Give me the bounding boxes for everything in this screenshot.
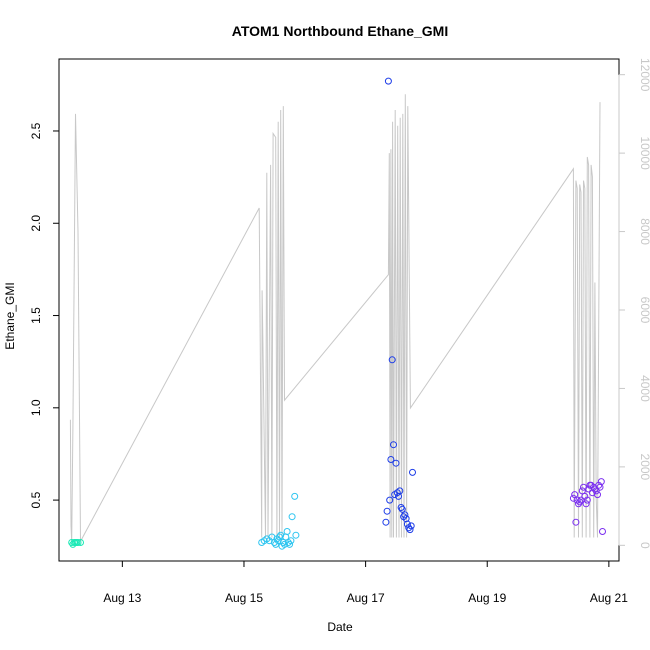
data-point xyxy=(582,500,590,508)
data-point xyxy=(286,540,294,548)
y-tick-label: 1.0 xyxy=(29,399,43,416)
data-point xyxy=(77,539,84,546)
data-point xyxy=(387,456,395,463)
data-point xyxy=(396,487,404,495)
data-point xyxy=(569,494,577,502)
data-point xyxy=(409,468,416,476)
data-point xyxy=(279,539,287,546)
x-axis: Aug 13 Aug 15 Aug 17 Aug 19 Aug 21 xyxy=(103,560,628,605)
data-points-layer xyxy=(68,77,606,550)
data-point xyxy=(386,496,394,504)
data-point xyxy=(403,520,411,528)
x-tick-label: Aug 21 xyxy=(590,591,628,605)
y2-tick-label: 10000 xyxy=(638,136,650,170)
data-point xyxy=(383,507,391,515)
x-tick-label: Aug 19 xyxy=(468,591,506,605)
y-tick-label: 1.5 xyxy=(29,307,43,324)
data-point xyxy=(599,528,606,535)
plot-frame xyxy=(58,58,620,562)
y-tick-label: 0.5 xyxy=(29,491,43,508)
y-tick-label: 2.5 xyxy=(29,122,43,139)
x-tick-label: Aug 15 xyxy=(225,591,263,605)
data-point xyxy=(287,537,295,545)
data-point xyxy=(392,459,400,467)
data-point xyxy=(401,511,409,519)
altitude-line xyxy=(69,94,601,542)
data-point xyxy=(283,528,291,535)
data-point xyxy=(397,504,405,511)
y2-tick-label: 2000 xyxy=(638,454,650,481)
data-point xyxy=(576,498,584,506)
data-point xyxy=(597,478,605,486)
data-point xyxy=(583,496,591,504)
chart-title: ATOM1 Northbound Ethane_GMI xyxy=(232,23,448,39)
data-point xyxy=(281,540,288,548)
y-tick-label: 2.0 xyxy=(29,215,43,232)
data-point xyxy=(388,356,396,364)
y-axis-right: 0 2000 4000 6000 8000 10000 12000 xyxy=(618,58,650,549)
data-point xyxy=(572,518,580,526)
data-point xyxy=(291,492,299,500)
y-axis-label: Ethane_GMI xyxy=(3,282,17,349)
y2-tick-label: 4000 xyxy=(638,375,650,402)
y2-tick-label: 12000 xyxy=(638,58,650,92)
data-point xyxy=(382,518,390,526)
x-axis-label: Date xyxy=(327,620,353,634)
data-point xyxy=(571,491,579,499)
data-point xyxy=(594,491,601,499)
y2-tick-label: 6000 xyxy=(638,297,650,324)
altitude-line-layer xyxy=(69,94,601,542)
data-point xyxy=(384,77,392,85)
data-point xyxy=(288,513,296,521)
y2-tick-label: 0 xyxy=(638,542,650,549)
x-tick-label: Aug 17 xyxy=(347,591,385,605)
data-point xyxy=(406,526,414,534)
data-point xyxy=(398,505,406,513)
data-point xyxy=(592,487,600,495)
data-point xyxy=(578,487,586,495)
data-point xyxy=(74,539,82,546)
data-point xyxy=(292,531,300,539)
y-axis-left: 0.5 1.0 1.5 2.0 2.5 xyxy=(29,122,60,508)
data-point xyxy=(407,522,415,530)
data-point xyxy=(390,441,397,449)
x-tick-label: Aug 13 xyxy=(103,591,141,605)
y2-tick-label: 8000 xyxy=(638,218,650,245)
